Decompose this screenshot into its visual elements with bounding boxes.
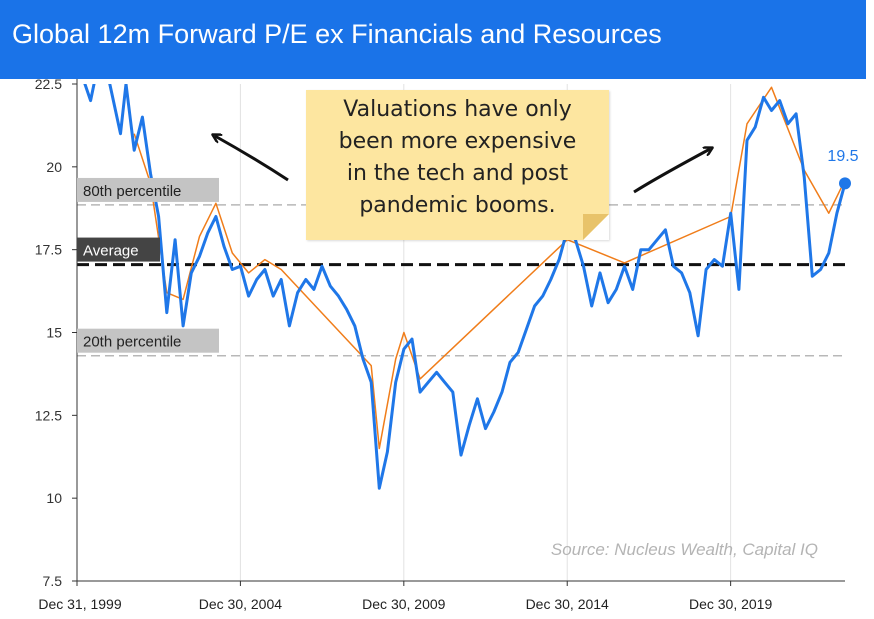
- y-tick-label: 22.5: [35, 76, 62, 92]
- x-tick-label: Dec 30, 2009: [362, 596, 445, 612]
- page-title: Global 12m Forward P/E ex Financials and…: [12, 19, 662, 49]
- source-note: Source: Nucleus Wealth, Capital IQ: [551, 540, 818, 559]
- y-tick-label: 10: [46, 490, 62, 506]
- x-axis-ticks: Dec 31, 1999 Dec 30, 2004 Dec 30, 2009 Dec …: [38, 581, 772, 612]
- y-tick-label: 15: [46, 325, 62, 341]
- reference-label-bg: [77, 237, 160, 262]
- reference-label-text: 20th percentile: [83, 334, 181, 351]
- last-value-marker: 19.5: [827, 148, 859, 190]
- annotation-note: Valuations have only been more expensive…: [306, 90, 609, 240]
- last-value-dot: [839, 177, 851, 190]
- annotation-line: in the tech and post: [346, 161, 569, 186]
- series-line: [133, 86, 846, 450]
- x-tick-label: Dec 30, 2014: [526, 596, 609, 612]
- annotation-line: been more expensive: [338, 129, 577, 154]
- last-value-label: 19.5: [827, 148, 858, 165]
- note-fold-shade: [583, 214, 609, 240]
- reference-labels: 80th percentile Average 20th percentile: [77, 177, 219, 353]
- y-tick-label: 7.5: [43, 573, 63, 589]
- reference-label: Average: [77, 237, 160, 262]
- title-banner: Global 12m Forward P/E ex Financials and…: [0, 0, 866, 79]
- reference-label: 20th percentile: [77, 328, 219, 353]
- x-tick-label: Dec 31, 1999: [38, 596, 121, 612]
- series-lines: [83, 84, 847, 490]
- x-tick-label: Dec 30, 2019: [689, 596, 772, 612]
- reference-label-text: Average: [83, 243, 139, 260]
- y-tick-label: 12.5: [35, 407, 62, 423]
- reference-label: 80th percentile: [77, 177, 219, 202]
- reference-label-text: 80th percentile: [83, 183, 181, 200]
- series-line: [83, 84, 847, 490]
- x-tick-label: Dec 30, 2004: [199, 596, 282, 612]
- y-tick-label: 20: [46, 159, 62, 175]
- annotation-line: pandemic booms.: [359, 193, 556, 218]
- y-axis-ticks: 7.5 10 12.5 15 17.5 20 22.5: [35, 76, 77, 589]
- reference-label-bg: [77, 177, 219, 202]
- y-tick-label: 17.5: [35, 242, 62, 258]
- reference-label-bg: [77, 328, 219, 353]
- annotation-text: Valuations have only been more expensive…: [306, 94, 609, 222]
- annotation-line: Valuations have only: [343, 97, 572, 122]
